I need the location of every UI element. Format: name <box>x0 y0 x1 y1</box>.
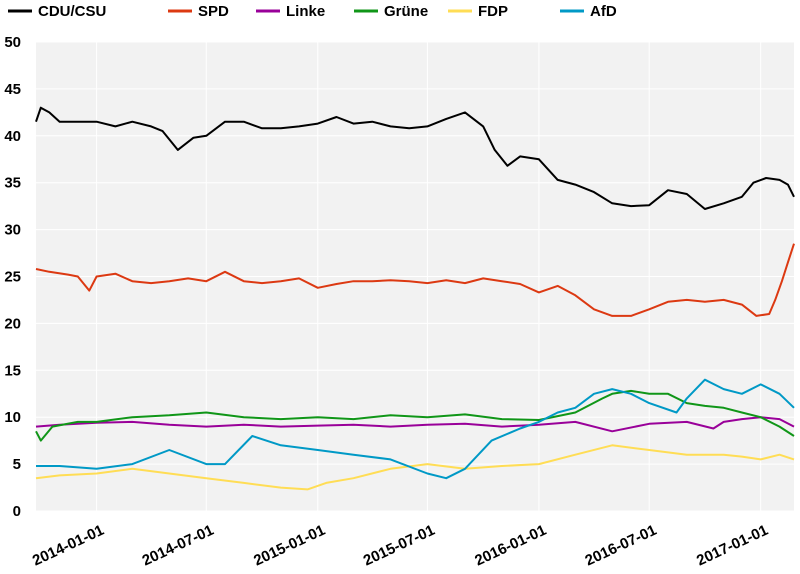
series-line-Linke <box>35 416 795 433</box>
legend-label: FDP <box>478 3 508 20</box>
y-tick-label: 0 <box>13 503 21 520</box>
y-tick-label: 35 <box>4 175 21 192</box>
y-tick-label: 10 <box>4 409 21 426</box>
legend-label: CDU/CSU <box>38 3 106 20</box>
legend-label: Linke <box>286 3 325 20</box>
x-tick-label: 2015-01-01 <box>251 522 328 570</box>
legend: CDU/CSU SPD Linke Grüne FDP AfD <box>8 3 617 20</box>
y-axis: 0 5 10 15 20 25 30 35 40 45 50 <box>4 34 21 520</box>
x-tick-label: 2014-01-01 <box>30 522 107 570</box>
series-line-SPD <box>35 243 795 317</box>
legend-label: Grüne <box>384 3 428 20</box>
y-tick-label: 50 <box>4 34 21 51</box>
series-line-Grüne <box>35 389 795 442</box>
series-line-AfD <box>36 378 795 480</box>
legend-label: SPD <box>198 3 229 20</box>
series-lines <box>35 106 795 491</box>
y-tick-label: 30 <box>4 222 21 239</box>
y-tick-label: 45 <box>4 81 21 98</box>
x-axis: 2014-01-01 2014-07-01 2015-01-01 2015-07-01… <box>30 522 771 570</box>
y-tick-label: 25 <box>4 269 21 286</box>
y-tick-label: 15 <box>4 362 21 379</box>
y-tick-label: 20 <box>4 315 21 332</box>
x-tick-label: 2016-01-01 <box>472 522 549 570</box>
legend-label: AfD <box>590 3 617 20</box>
series-line-FDP <box>35 444 795 491</box>
y-tick-label: 40 <box>4 128 21 145</box>
x-tick-label: 2014-07-01 <box>140 522 217 570</box>
x-tick-label: 2015-07-01 <box>361 522 438 570</box>
series-line-CDU/CSU <box>35 106 795 210</box>
x-tick-label: 2016-07-01 <box>583 522 660 570</box>
y-tick-label: 5 <box>13 456 21 473</box>
x-tick-label: 2017-01-01 <box>694 522 771 570</box>
